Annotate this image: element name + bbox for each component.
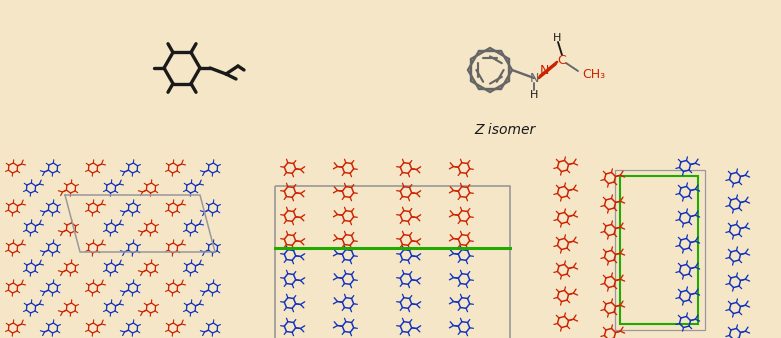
- Text: H: H: [553, 33, 562, 43]
- Bar: [620, 176, 698, 324]
- Text: N: N: [530, 72, 539, 84]
- Text: C: C: [558, 53, 566, 67]
- Bar: [615, 170, 705, 330]
- Bar: [275, 186, 510, 338]
- Text: N: N: [540, 64, 549, 76]
- Text: CH₃: CH₃: [582, 68, 605, 80]
- Text: Z isomer: Z isomer: [474, 123, 536, 137]
- Text: H: H: [530, 90, 538, 100]
